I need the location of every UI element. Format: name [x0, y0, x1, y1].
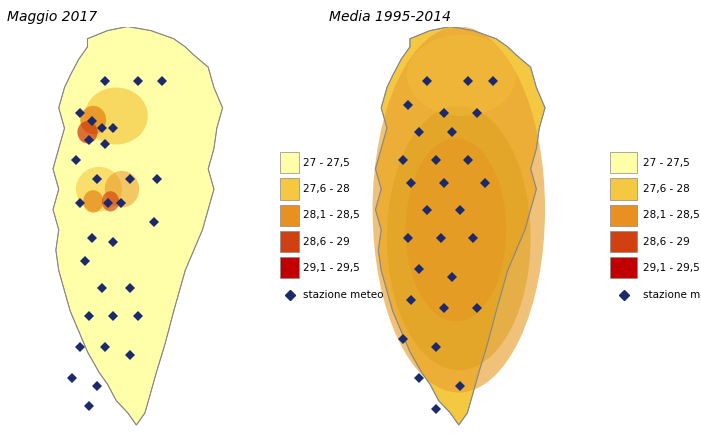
- Bar: [280, 205, 299, 226]
- Bar: [280, 178, 299, 200]
- Text: 27,6 - 28: 27,6 - 28: [303, 184, 350, 194]
- Text: Media 1995-2014: Media 1995-2014: [329, 10, 451, 24]
- Ellipse shape: [407, 34, 516, 116]
- Text: 27,6 - 28: 27,6 - 28: [643, 184, 689, 194]
- Text: 27 - 27,5: 27 - 27,5: [303, 158, 350, 168]
- Ellipse shape: [102, 191, 119, 212]
- Polygon shape: [53, 27, 223, 425]
- Ellipse shape: [83, 190, 103, 213]
- Text: 29,1 - 29,5: 29,1 - 29,5: [303, 263, 360, 273]
- Bar: [610, 152, 637, 173]
- Text: stazione meteo: stazione meteo: [303, 290, 383, 300]
- Ellipse shape: [81, 106, 106, 134]
- Ellipse shape: [76, 167, 122, 212]
- Text: 28,1 - 28,5: 28,1 - 28,5: [303, 210, 360, 220]
- Text: 29,1 - 29,5: 29,1 - 29,5: [643, 263, 700, 273]
- Ellipse shape: [373, 27, 545, 392]
- Text: stazione meteo: stazione meteo: [643, 290, 701, 300]
- Text: 28,6 - 29: 28,6 - 29: [303, 236, 350, 247]
- Bar: [280, 257, 299, 278]
- Ellipse shape: [406, 138, 506, 321]
- Text: 28,6 - 29: 28,6 - 29: [643, 236, 689, 247]
- Text: 28,1 - 28,5: 28,1 - 28,5: [643, 210, 700, 220]
- Bar: [280, 231, 299, 252]
- Polygon shape: [376, 27, 545, 425]
- Bar: [610, 231, 637, 252]
- Ellipse shape: [77, 121, 97, 143]
- Bar: [610, 178, 637, 200]
- Text: Maggio 2017: Maggio 2017: [7, 10, 97, 24]
- Ellipse shape: [387, 106, 531, 370]
- Bar: [280, 152, 299, 173]
- Ellipse shape: [85, 88, 148, 145]
- Bar: [610, 257, 637, 278]
- Bar: [610, 205, 637, 226]
- Text: 27 - 27,5: 27 - 27,5: [643, 158, 689, 168]
- Ellipse shape: [104, 171, 139, 207]
